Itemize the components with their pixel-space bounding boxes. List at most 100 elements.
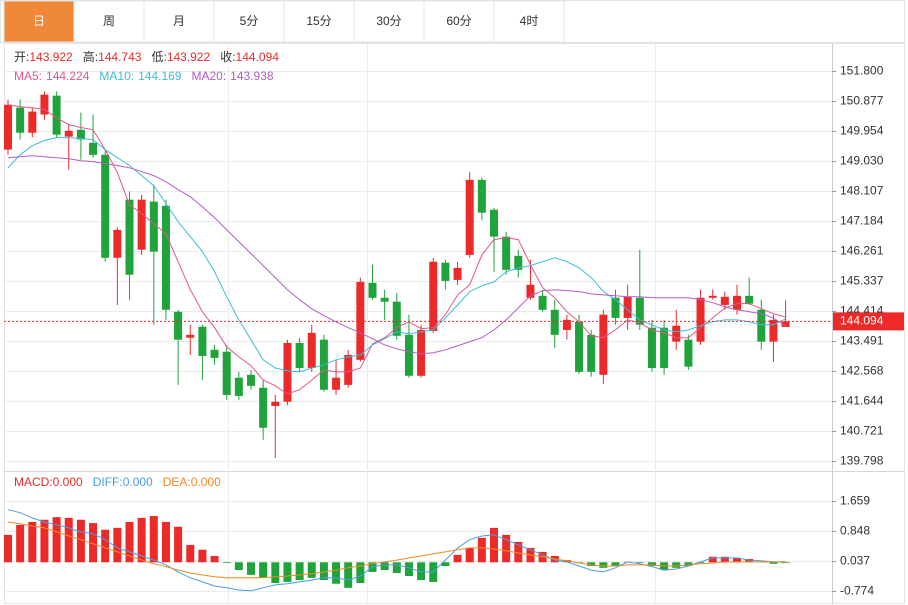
ma-line [7, 104, 786, 395]
macd-bar [684, 562, 693, 566]
last-price-label: 144.094 [840, 314, 884, 328]
legend-value: 144.169 [138, 69, 182, 83]
legend-value: 0.000 [191, 475, 221, 489]
macd-bar [186, 544, 195, 563]
tab[interactable] [283, 0, 355, 43]
legend-value: 144.224 [46, 69, 90, 83]
macd-bar [392, 562, 401, 574]
macd-bar [198, 549, 207, 563]
macd-bar [295, 562, 304, 581]
macd-bar [137, 517, 146, 563]
macd-bar [40, 519, 49, 563]
candle-body [52, 95, 61, 135]
candle-body [672, 325, 681, 342]
tab-label[interactable]: 月 [173, 14, 185, 28]
candle-body [647, 327, 656, 368]
ohlc-value: 143.922 [167, 50, 211, 64]
tab-label[interactable]: 60分 [446, 14, 471, 28]
tab-label[interactable]: 4时 [520, 14, 539, 28]
macd-bar [101, 529, 110, 563]
y-tick-label: 148.107 [840, 184, 884, 198]
candle-body [295, 342, 304, 368]
y-tick-label: 139.798 [840, 454, 884, 468]
macd-bar [404, 562, 413, 576]
candle-body [64, 130, 73, 137]
candle-body [380, 297, 389, 302]
candle-body [283, 342, 292, 402]
macd-bar [319, 562, 328, 581]
candle-body [28, 111, 37, 133]
candle-body [137, 199, 146, 250]
legend-name: MA20: [191, 69, 226, 83]
macd-bar [733, 557, 741, 563]
candle-body [404, 334, 413, 376]
macd-bar [647, 562, 656, 566]
macd-bar [113, 527, 122, 563]
macd-bar [587, 562, 596, 566]
y-tick-label: 147.184 [840, 214, 884, 228]
y-tick-label: 140.721 [840, 424, 884, 438]
macd-bar [344, 562, 353, 588]
candle-body [635, 297, 644, 325]
tab-label[interactable]: 5分 [240, 14, 259, 28]
macd-bar [332, 562, 341, 584]
ohlc-header: 开:143.922 高:144.743 低:143.922 收:144.094 [14, 49, 279, 64]
candle-body [210, 349, 219, 358]
macd-bar [64, 517, 73, 563]
candle-body [708, 295, 717, 298]
tab[interactable] [213, 0, 285, 43]
macd-bar [502, 534, 511, 563]
macd-line [7, 521, 786, 579]
candle-body [16, 107, 25, 133]
candle-body [198, 326, 207, 356]
candle-body [781, 321, 790, 327]
candle-body [490, 209, 498, 237]
macd-bar [76, 519, 85, 563]
candle-body [769, 319, 778, 342]
legend-name: DIFF: [93, 475, 123, 489]
legend-name: MA5: [14, 69, 42, 83]
candle-body [562, 319, 571, 330]
y-tick-label: 149.954 [840, 124, 884, 138]
macd-line [7, 509, 786, 592]
tab[interactable] [353, 0, 425, 43]
candle-body [757, 309, 766, 342]
macd-bar [234, 562, 243, 571]
tab[interactable] [423, 0, 495, 43]
tab[interactable] [3, 0, 75, 43]
macd-bar [465, 547, 474, 563]
tab-label[interactable]: 30分 [376, 14, 401, 28]
macd-bar [380, 562, 389, 571]
macd-bar [745, 558, 754, 563]
ohlc-value: 144.094 [236, 50, 280, 64]
ma-legend: MA5: 144.224 MA10: 144.169 MA20: 143.938 [14, 69, 274, 83]
candle-body [720, 296, 729, 305]
tab[interactable] [493, 0, 565, 43]
macd-bar [696, 562, 705, 564]
macd-bar [477, 537, 486, 563]
macd-bar [247, 562, 255, 575]
macd-bar [222, 562, 231, 564]
last-price-box [833, 312, 904, 331]
candle-body [332, 377, 341, 390]
tab[interactable] [73, 0, 145, 43]
tab-label[interactable]: 周 [103, 14, 115, 28]
macd-bar [52, 517, 61, 563]
macd-bar [672, 562, 681, 568]
vertical-grid [228, 44, 656, 604]
candle-body [101, 154, 110, 258]
candle-body [660, 327, 669, 368]
candle-body [429, 261, 438, 331]
macd-bar [514, 541, 523, 563]
macd-bar [174, 526, 183, 563]
macd-bar [356, 562, 365, 584]
legend-name: MACD: [14, 475, 53, 489]
candle-body [149, 201, 158, 252]
tab-label[interactable]: 日 [33, 14, 45, 28]
candle-body [502, 236, 511, 270]
candle-body [76, 129, 85, 140]
tab-label[interactable]: 15分 [306, 14, 331, 28]
ma-line [7, 137, 786, 373]
